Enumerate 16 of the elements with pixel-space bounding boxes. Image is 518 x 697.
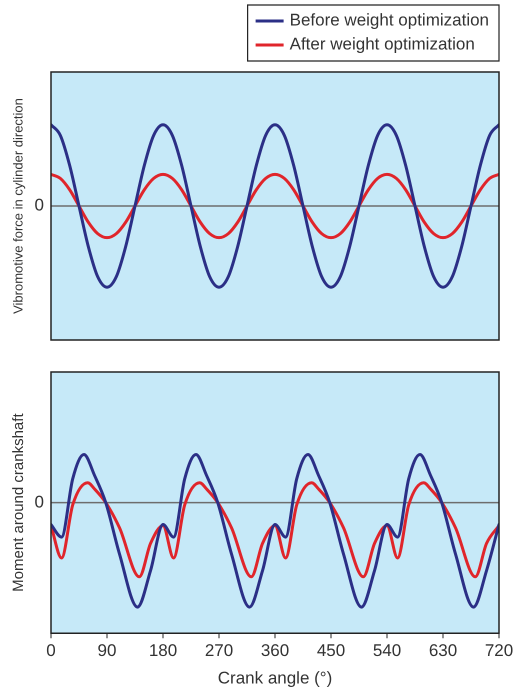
- x-tick-label: 450: [316, 641, 346, 660]
- x-axis-title: Crank angle (°): [218, 668, 332, 688]
- legend-label: Before weight optimization: [290, 10, 490, 30]
- y-axis-title: Vibromotive force in cylinder direction: [10, 98, 26, 314]
- x-tick-label: 0: [46, 641, 56, 660]
- x-tick-label: 720: [484, 641, 514, 660]
- x-tick-label: 90: [98, 641, 116, 660]
- x-tick-label: 540: [372, 641, 402, 660]
- x-tick-label: 630: [428, 641, 458, 660]
- legend-label: After weight optimization: [290, 34, 475, 54]
- ref-line-label: 0: [34, 492, 44, 512]
- x-tick-label: 270: [204, 641, 234, 660]
- x-tick-label: 360: [260, 641, 290, 660]
- ref-line-label: 0: [34, 196, 44, 215]
- y-axis-title: Moment around crankshaft: [10, 412, 28, 592]
- x-tick-label: 180: [148, 641, 178, 660]
